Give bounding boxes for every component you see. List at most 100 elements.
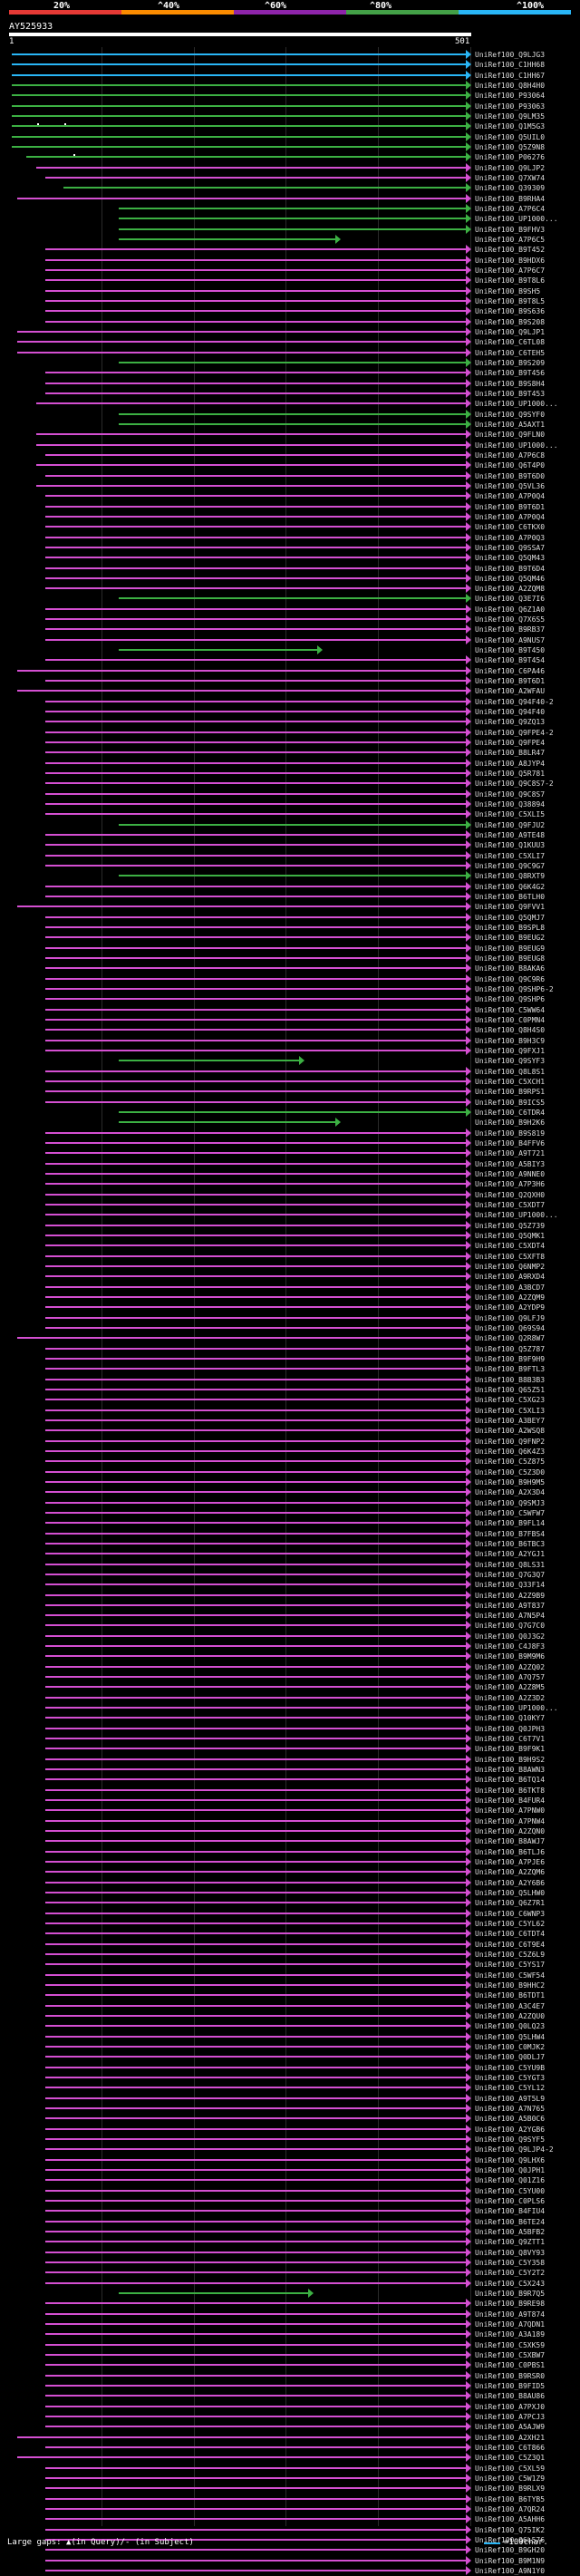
hit-bar[interactable] xyxy=(45,2117,467,2119)
hit-name-link[interactable]: UniRef100_C5XFT8 xyxy=(475,1253,546,1261)
hit-bar[interactable] xyxy=(45,2467,467,2469)
hit-row[interactable]: UniRef100_B6TBC3 xyxy=(0,1539,580,1549)
hit-name-link[interactable]: UniRef100_B9T6D4 xyxy=(475,565,546,573)
hit-row[interactable]: UniRef100_Q6T4P0 xyxy=(0,460,580,470)
hit-name-link[interactable]: UniRef100_C5XLI5 xyxy=(475,810,546,818)
hit-row[interactable]: UniRef100_Q9SHP6 xyxy=(0,994,580,1004)
hit-bar[interactable] xyxy=(12,136,467,138)
hit-bar[interactable] xyxy=(45,495,467,497)
hit-name-link[interactable]: UniRef100_Q9FNP2 xyxy=(475,1438,546,1446)
hit-name-link[interactable]: UniRef100_Q01Z16 xyxy=(475,2176,546,2184)
hit-bar[interactable] xyxy=(45,372,467,373)
hit-row[interactable]: UniRef100_A3A189 xyxy=(0,2329,580,2339)
hit-bar[interactable] xyxy=(119,1111,467,1113)
hit-name-link[interactable]: UniRef100_B9T456 xyxy=(475,369,546,377)
hit-bar[interactable] xyxy=(45,269,467,271)
hit-name-link[interactable]: UniRef100_C6TDT4 xyxy=(475,1930,546,1938)
hit-bar[interactable] xyxy=(45,2426,467,2427)
hit-bar[interactable] xyxy=(45,2375,467,2377)
hit-name-link[interactable]: UniRef100_B9EUG8 xyxy=(475,954,546,963)
hit-row[interactable]: UniRef100_B9M1N9 xyxy=(0,2556,580,2566)
hit-name-link[interactable]: UniRef100_Q5UIL0 xyxy=(475,133,546,141)
hit-row[interactable]: UniRef100_C5W1Z9 xyxy=(0,2474,580,2484)
hit-name-link[interactable]: UniRef100_A7P0Q4 xyxy=(475,492,546,500)
hit-name-link[interactable]: UniRef100_C5Y2T2 xyxy=(475,2269,546,2277)
hit-bar[interactable] xyxy=(45,1645,467,1647)
hit-bar[interactable] xyxy=(45,721,467,722)
hit-row[interactable]: UniRef100_B6TKT8 xyxy=(0,1786,580,1796)
hit-bar[interactable] xyxy=(45,1666,467,1668)
hit-row[interactable]: UniRef100_B9F9H9 xyxy=(0,1354,580,1364)
hit-bar[interactable] xyxy=(45,844,467,846)
hit-row[interactable]: UniRef100_B9FHV3 xyxy=(0,225,580,235)
hit-bar[interactable] xyxy=(45,2529,467,2531)
hit-name-link[interactable]: UniRef100_P06276 xyxy=(475,153,546,161)
hit-row[interactable]: UniRef100_C6T866 xyxy=(0,2443,580,2453)
hit-name-link[interactable]: UniRef100_A5B0C6 xyxy=(475,2115,546,2123)
hit-row[interactable]: UniRef100_A2ZQM8 xyxy=(0,584,580,594)
hit-bar[interactable] xyxy=(45,2056,467,2058)
hit-bar[interactable] xyxy=(45,2282,467,2284)
hit-name-link[interactable]: UniRef100_C5XCH1 xyxy=(475,1078,546,1086)
hit-row[interactable]: UniRef100_Q9FPE4-2 xyxy=(0,728,580,738)
hit-bar[interactable] xyxy=(45,1265,467,1267)
hit-row[interactable]: UniRef100_A2ZQM9 xyxy=(0,1293,580,1303)
hit-row[interactable]: UniRef100_C6TL08 xyxy=(0,337,580,347)
hit-name-link[interactable]: UniRef100_P93064 xyxy=(475,92,546,100)
hit-row[interactable]: UniRef100_A7P6C7 xyxy=(0,266,580,276)
hit-row[interactable]: UniRef100_B9T453 xyxy=(0,389,580,399)
hit-name-link[interactable]: UniRef100_B9RPS1 xyxy=(475,1088,546,1096)
hit-bar[interactable] xyxy=(45,1019,467,1021)
hit-bar[interactable] xyxy=(45,2395,467,2397)
hit-name-link[interactable]: UniRef100_B9T6D0 xyxy=(475,472,546,480)
hit-bar[interactable] xyxy=(12,105,467,107)
hit-bar[interactable] xyxy=(45,587,467,589)
hit-name-link[interactable]: UniRef100_Q3E7I6 xyxy=(475,595,546,603)
hit-bar[interactable] xyxy=(119,228,467,230)
hit-name-link[interactable]: UniRef100_C5YU9B xyxy=(475,2064,546,2072)
hit-name-link[interactable]: UniRef100_A2WFAU xyxy=(475,687,546,695)
hit-name-link[interactable]: UniRef100_C5WFW7 xyxy=(475,1509,546,1517)
hit-bar[interactable] xyxy=(45,1984,467,1986)
hit-row[interactable]: UniRef100_B4FIU4 xyxy=(0,2206,580,2216)
hit-row[interactable]: UniRef100_C5XLI5 xyxy=(0,809,580,819)
hit-bar[interactable] xyxy=(119,208,467,209)
hit-name-link[interactable]: UniRef100_A5BFB2 xyxy=(475,2228,546,2236)
hit-name-link[interactable]: UniRef100_A5BIY3 xyxy=(475,1160,546,1168)
hit-name-link[interactable]: UniRef100_C5X243 xyxy=(475,2280,546,2288)
hit-bar[interactable] xyxy=(45,947,467,949)
hit-bar[interactable] xyxy=(45,1471,467,1473)
hit-name-link[interactable]: UniRef100_Q9SHP6 xyxy=(475,995,546,1003)
hit-bar[interactable] xyxy=(45,1994,467,1996)
hit-name-link[interactable]: UniRef100_Q5Z787 xyxy=(475,1345,546,1353)
hit-name-link[interactable]: UniRef100_A9RXD4 xyxy=(475,1273,546,1281)
hit-name-link[interactable]: UniRef100_A7P6C4 xyxy=(475,205,546,213)
hit-bar[interactable] xyxy=(36,464,467,466)
hit-name-link[interactable]: UniRef100_Q7X6S5 xyxy=(475,615,546,624)
hit-bar[interactable] xyxy=(45,2036,467,2038)
hit-name-link[interactable]: UniRef100_C1HH67 xyxy=(475,72,546,80)
hit-row[interactable]: UniRef100_B9S208 xyxy=(0,317,580,327)
hit-row[interactable]: UniRef100_Q5QM43 xyxy=(0,553,580,563)
hit-bar[interactable] xyxy=(45,2241,467,2242)
hit-bar[interactable] xyxy=(45,916,467,918)
hit-bar[interactable] xyxy=(45,1317,467,1319)
hit-bar[interactable] xyxy=(45,1460,467,1462)
hit-row[interactable]: UniRef100_Q9LHX6 xyxy=(0,2155,580,2165)
hit-bar[interactable] xyxy=(45,1275,467,1277)
hit-row[interactable]: UniRef100_A9TE48 xyxy=(0,830,580,840)
hit-name-link[interactable]: UniRef100_B9M9M6 xyxy=(475,1652,546,1661)
hit-name-link[interactable]: UniRef100_Q1M5G3 xyxy=(475,122,546,131)
hit-row[interactable]: UniRef100_Q38894 xyxy=(0,799,580,809)
hit-name-link[interactable]: UniRef100_A7PJE6 xyxy=(475,1858,546,1866)
hit-row[interactable]: UniRef100_Q5QMJ7 xyxy=(0,913,580,923)
hit-bar[interactable] xyxy=(45,1717,467,1719)
hit-row[interactable]: UniRef100_Q0J3G2 xyxy=(0,1632,580,1641)
hit-name-link[interactable]: UniRef100_Q8RXT9 xyxy=(475,872,546,880)
hit-bar[interactable] xyxy=(45,1871,467,1873)
hit-row[interactable]: UniRef100_Q8LS31 xyxy=(0,1560,580,1570)
hit-row[interactable]: UniRef100_B6TE24 xyxy=(0,2217,580,2227)
hit-row[interactable]: UniRef100_Q5LHW4 xyxy=(0,2032,580,2042)
hit-name-link[interactable]: UniRef100_Q9SYF5 xyxy=(475,2135,546,2144)
hit-row[interactable]: UniRef100_Q9SMJ3 xyxy=(0,1498,580,1508)
